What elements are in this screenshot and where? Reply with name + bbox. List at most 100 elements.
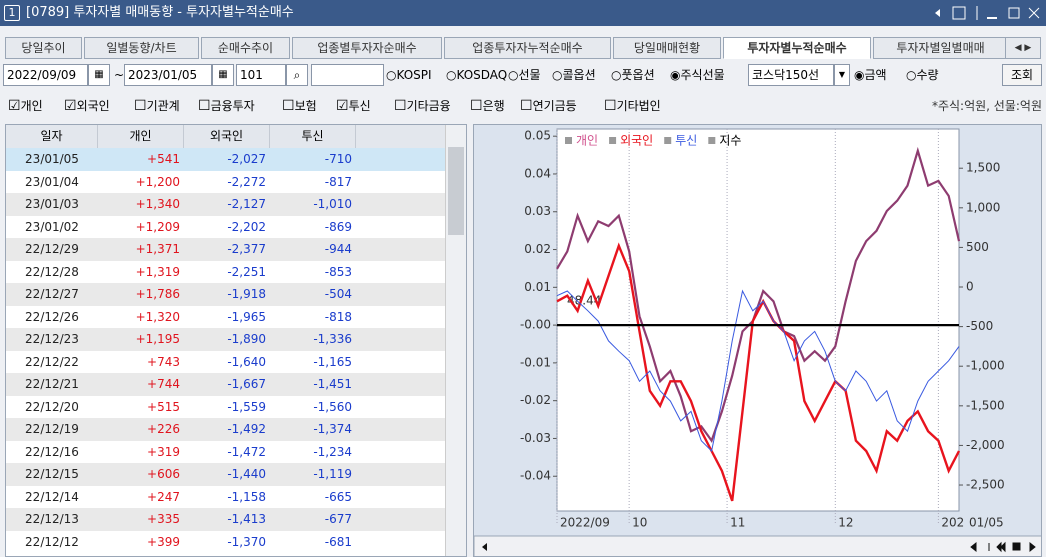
table-row[interactable] xyxy=(6,238,445,261)
h-scrollbar xyxy=(474,535,1041,556)
y2-tick-label: -500 xyxy=(966,319,993,333)
y-tick-label: 0.01 xyxy=(524,280,551,294)
table-row[interactable] xyxy=(6,485,445,508)
scrollbar[interactable] xyxy=(445,125,466,556)
table-row[interactable] xyxy=(6,350,445,373)
table-cell: -1,010 xyxy=(313,197,352,211)
search-button[interactable]: ⌕ xyxy=(286,64,308,86)
legend-label: 외국인 xyxy=(620,134,653,148)
plot-area xyxy=(556,128,960,512)
code-input[interactable] xyxy=(311,64,384,86)
y-tick-label: -0.01 xyxy=(520,355,551,369)
y-tick-label: -0.03 xyxy=(520,431,551,445)
filter-checkbox[interactable]: ☑외국인 xyxy=(64,98,110,114)
market-radio[interactable]: ○KOSDAQ xyxy=(446,68,508,82)
table-row[interactable] xyxy=(6,530,445,553)
table-row[interactable] xyxy=(6,305,445,328)
end-date[interactable]: 2023/01/05 xyxy=(124,64,212,86)
filter-checkbox[interactable]: ☐보험 xyxy=(282,98,317,114)
table-cell: -869 xyxy=(324,219,352,234)
market-radio[interactable]: ○콜옵션 xyxy=(552,68,596,82)
filter-checkbox[interactable]: ☐금융투자 xyxy=(198,98,255,114)
table-cell: -1,234 xyxy=(313,444,352,459)
filter-checkbox[interactable]: ☐연기금등 xyxy=(520,98,577,114)
tab[interactable]: 당일매매현황 xyxy=(613,37,721,59)
table-row[interactable] xyxy=(6,170,445,193)
filter-checkbox[interactable]: ☐기타법인 xyxy=(604,98,661,114)
radio-label: KOSDAQ xyxy=(456,68,508,82)
table-row[interactable] xyxy=(6,215,445,238)
annotation: 48.44 xyxy=(567,294,601,308)
table-cell: +606 xyxy=(147,467,180,481)
table-cell: 23/01/05 xyxy=(25,152,79,166)
calendar-button[interactable]: ▦ xyxy=(212,64,234,86)
y-tick-label: 0.04 xyxy=(524,166,551,180)
table-row[interactable] xyxy=(6,373,445,396)
filter-checkbox[interactable]: ☐기타금융 xyxy=(394,98,451,114)
data-table: 일자 개인 외국인 투신 23/01/05 +541 -2,027 -710 23/01/04 +… xyxy=(5,124,467,557)
tab[interactable]: 업종투자자누적순매수 xyxy=(444,37,611,59)
table-row[interactable] xyxy=(6,283,445,306)
tab-scroll[interactable]: ◀ ▶ xyxy=(1005,37,1041,59)
legend-swatch xyxy=(609,137,617,144)
table-cell: -1,492 xyxy=(227,422,266,436)
scroll-thumb[interactable] xyxy=(448,147,464,235)
table-row[interactable] xyxy=(6,193,445,216)
unit-radio[interactable]: ◉금액 xyxy=(854,68,887,82)
market-radio[interactable]: ◉주식선물 xyxy=(670,68,725,82)
filter-checkbox[interactable]: ☐은행 xyxy=(470,98,505,114)
unit-radio[interactable]: ○수량 xyxy=(906,68,939,82)
table-row[interactable] xyxy=(6,260,445,283)
tab[interactable]: 업종별투자자순매수 xyxy=(292,37,442,59)
title-bar: 1 [0789] 투자자별 매매동향 - 투자자별누적순매수 xyxy=(0,0,1046,26)
table-cell: -944 xyxy=(324,242,352,256)
table-row[interactable] xyxy=(6,148,445,171)
window-title: [0789] 투자자별 매매동향 - 투자자별누적순매수 xyxy=(26,5,294,20)
table-cell: -665 xyxy=(324,489,352,504)
table-cell: -1,370 xyxy=(227,534,266,549)
radio-label: KOSPI xyxy=(396,68,432,82)
query-button[interactable]: 조회 xyxy=(1002,64,1042,86)
tab[interactable]: 투자자별누적순매수 xyxy=(723,37,871,59)
table-cell: 22/12/19 xyxy=(25,422,79,436)
tab[interactable]: 당일추이 xyxy=(5,37,82,59)
combo-arrow[interactable]: ▼ xyxy=(834,64,850,86)
table-cell: +743 xyxy=(147,354,180,369)
table-cell: -1,560 xyxy=(313,399,352,414)
start-date[interactable]: 2022/09/09 xyxy=(3,64,88,86)
table-row[interactable] xyxy=(6,328,445,351)
market-radio[interactable]: ○선물 xyxy=(508,68,541,82)
table-cell: -2,202 xyxy=(227,219,266,234)
x-tick-label: 10 xyxy=(632,516,647,530)
table-cell: +1,371 xyxy=(135,242,180,256)
table-cell: -1,918 xyxy=(227,287,266,301)
table-row[interactable] xyxy=(6,418,445,441)
table-row[interactable] xyxy=(6,463,445,486)
table-cell: -1,640 xyxy=(227,354,266,369)
tab[interactable]: 일별동향/차트 xyxy=(84,37,199,59)
table-cell: -853 xyxy=(324,264,352,279)
filter-checkbox[interactable]: ☐기관계 xyxy=(134,98,180,114)
table-row[interactable] xyxy=(6,440,445,463)
table-cell: +515 xyxy=(147,399,180,414)
calendar-button[interactable]: ▦ xyxy=(88,64,110,86)
tab[interactable]: 순매수추이 xyxy=(201,37,290,59)
table-cell: -1,667 xyxy=(227,377,266,391)
code-combo[interactable]: 101 xyxy=(236,64,286,86)
table-cell: -1,158 xyxy=(227,489,266,504)
table-cell: -677 xyxy=(324,512,352,526)
column-header xyxy=(356,125,445,148)
table-row[interactable] xyxy=(6,508,445,531)
table-cell: +1,340 xyxy=(135,197,180,211)
table-cell: +1,200 xyxy=(135,174,180,189)
market-radio[interactable]: ○풋옵션 xyxy=(611,68,655,82)
window-buttons[interactable] xyxy=(925,0,1046,26)
filter-checkbox[interactable]: ☑투신 xyxy=(336,98,371,114)
product-combo[interactable]: 코스닥150선 xyxy=(748,64,834,86)
filter-checkbox[interactable]: ☑개인 xyxy=(8,98,43,114)
table-cell: +226 xyxy=(147,422,180,436)
table-row[interactable] xyxy=(6,395,445,418)
market-radio[interactable]: ○KOSPI xyxy=(386,68,432,82)
tab[interactable]: 투자자별일별매매 xyxy=(873,37,1008,59)
table-cell: +335 xyxy=(147,512,180,526)
